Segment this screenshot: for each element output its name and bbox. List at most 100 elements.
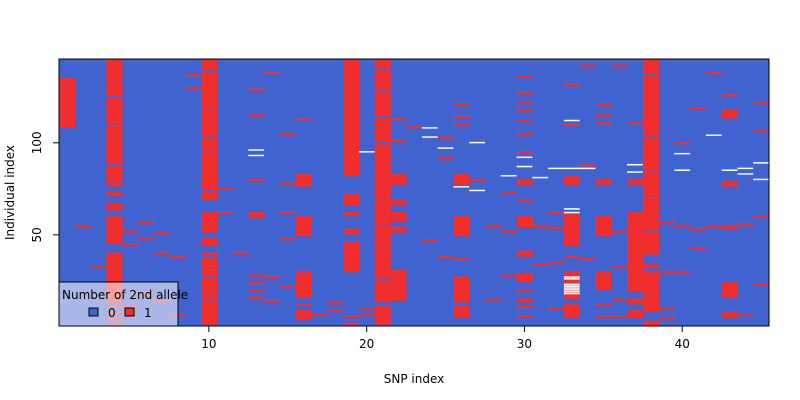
allele-1-cell-run [563, 175, 580, 185]
allele-0-cell [642, 230, 659, 232]
allele-1-cell-run [611, 64, 628, 67]
missing-cell [753, 162, 769, 164]
allele-1-cell-run [611, 265, 628, 268]
allele-1-cell-run [248, 281, 265, 284]
legend-box [58, 281, 179, 327]
allele-0-cell [374, 175, 391, 177]
allele-1-cell-run [295, 303, 312, 307]
allele-0-cell [201, 149, 217, 151]
allele-0-cell [642, 169, 659, 171]
allele-1-cell-run [374, 305, 391, 325]
allele-1-cell-run [390, 198, 407, 205]
allele-1-cell-run [516, 108, 533, 111]
allele-1-cell-run [437, 256, 454, 259]
allele-1-cell-run [421, 239, 438, 242]
allele-1-cell-run [516, 215, 533, 227]
allele-1-cell-run [437, 156, 454, 159]
allele-1-cell-run [279, 237, 296, 240]
allele-1-cell-run [579, 163, 596, 167]
allele-0-cell [201, 189, 217, 191]
allele-1-cell-run [658, 307, 675, 310]
x-tick-label: 20 [359, 337, 374, 351]
allele-0-cell [106, 244, 123, 247]
allele-1-cell-run [343, 314, 360, 318]
allele-1-cell-run [500, 230, 517, 233]
allele-1-cell-run [201, 211, 218, 233]
y-tick-label: 50 [30, 227, 44, 242]
allele-0-cell [642, 106, 659, 108]
allele-1-cell-run [737, 313, 754, 316]
missing-cell [563, 283, 580, 286]
allele-1-cell-run [737, 222, 754, 226]
missing-cell [563, 208, 580, 210]
allele-1-cell-run [595, 103, 612, 106]
allele-1-cell-run [390, 211, 407, 222]
allele-1-cell-run [485, 224, 502, 227]
allele-1-cell-run [437, 136, 454, 139]
missing-cell [469, 141, 485, 144]
allele-1-cell-run [311, 313, 328, 316]
missing-cell [421, 136, 438, 138]
allele-1-cell-run [516, 298, 533, 303]
allele-1-cell-run [406, 125, 423, 128]
allele-1-cell-run [453, 103, 470, 106]
missing-cell [500, 175, 517, 177]
missing-cell [563, 287, 580, 289]
allele-1-cell-run [532, 263, 549, 266]
allele-0-cell [642, 136, 659, 138]
allele-1-cell-run [343, 228, 360, 235]
allele-1-cell-run [137, 221, 154, 224]
allele-1-cell-run [232, 252, 249, 255]
allele-1-cell-run [390, 117, 407, 121]
allele-0-cell [374, 278, 391, 280]
allele-1-cell-run [390, 226, 407, 233]
missing-cell [563, 167, 580, 170]
allele-1-cell-run [516, 250, 533, 257]
allele-1-cell-run [453, 215, 470, 237]
allele-1-cell-run [721, 281, 738, 297]
y-tick-label: 100 [30, 131, 44, 154]
allele-1-cell-run [563, 303, 580, 318]
missing-cell [437, 147, 454, 149]
allele-1-cell-run [627, 178, 644, 185]
allele-0-cell [201, 256, 217, 258]
allele-1-cell-run [690, 106, 707, 110]
allele-1-cell-run [216, 211, 233, 214]
allele-1-cell-run [248, 274, 265, 277]
allele-0-cell [642, 73, 659, 75]
missing-cell [674, 169, 691, 171]
missing-cell [248, 154, 265, 157]
missing-cell [627, 163, 643, 166]
allele-1-cell-run [516, 92, 533, 95]
allele-1-cell-run [295, 309, 312, 319]
allele-1-cell-run [595, 178, 612, 185]
allele-1-cell-run [248, 289, 265, 292]
allele-0-cell [374, 200, 391, 202]
allele-1-cell-run [516, 289, 533, 292]
allele-0-cell [374, 116, 391, 118]
legend-label: 1 [144, 306, 152, 320]
missing-cell [563, 289, 580, 291]
allele-1-cell-run [516, 119, 533, 122]
allele-1-cell-run [248, 296, 265, 299]
allele-1-cell-run [264, 71, 281, 75]
allele-1-cell-run [343, 193, 360, 205]
allele-1-cell-run [264, 300, 281, 303]
allele-1-cell-run [721, 108, 738, 119]
missing-cell [532, 176, 549, 179]
allele-1-cell-run [548, 261, 565, 264]
allele-0-cell [374, 246, 391, 248]
missing-cell [453, 186, 470, 188]
allele-1-cell-run [674, 270, 691, 273]
allele-1-cell-run [516, 178, 533, 185]
allele-1-cell-run [106, 59, 123, 181]
allele-0-cell [106, 200, 123, 202]
allele-1-cell-run [343, 211, 360, 216]
allele-0-cell [201, 267, 217, 269]
allele-1-cell-run [248, 88, 265, 91]
allele-1-cell-run [201, 237, 218, 246]
missing-cell [516, 165, 533, 168]
allele-1-cell-run [516, 198, 533, 202]
allele-1-cell-run [106, 202, 123, 211]
